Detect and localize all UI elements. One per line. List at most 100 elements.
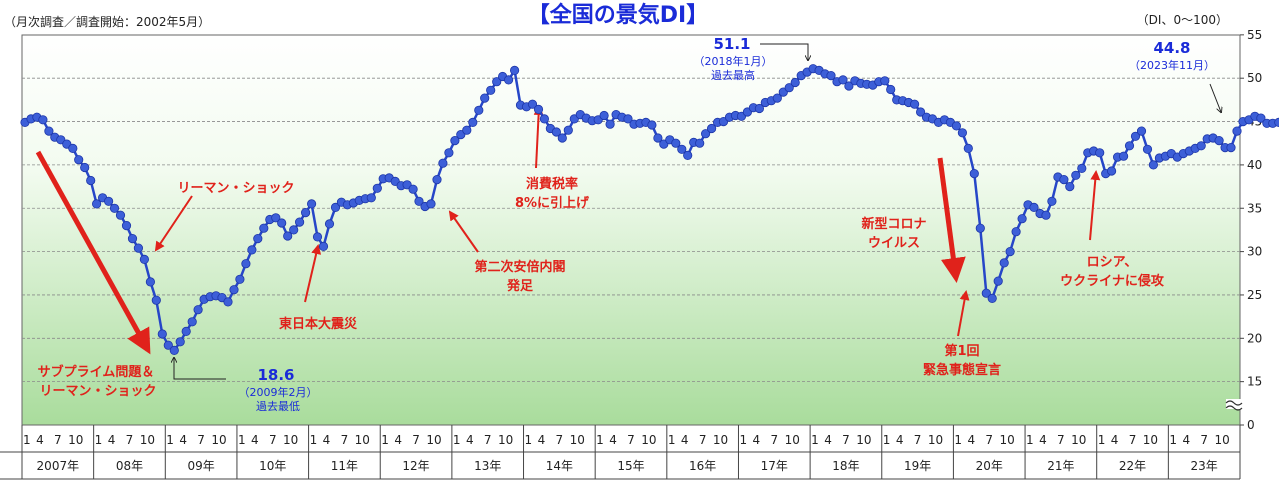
data-point: [993, 276, 1003, 286]
data-point: [1095, 148, 1105, 158]
data-point: [74, 155, 84, 165]
data-point: [981, 288, 991, 298]
month-tick-label: 4: [968, 433, 976, 447]
month-tick-label: 10: [856, 433, 871, 447]
data-point: [223, 297, 233, 307]
latest-date: （2023年11月）: [1129, 58, 1215, 72]
event-labels: サブプライム問題＆リーマン・ショック リーマン・ショック 東日本大震災 第二次安…: [38, 176, 1165, 399]
data-point: [127, 234, 138, 244]
month-tick-label: 1: [1098, 433, 1106, 447]
y-tick-label-25: 25: [1247, 288, 1262, 302]
month-tick-label: 4: [179, 433, 187, 447]
month-tick-label: 10: [570, 433, 585, 447]
y-tick-label-35: 35: [1247, 201, 1262, 215]
latest-value: 44.8: [1153, 39, 1190, 57]
month-tick-label: 4: [323, 433, 331, 447]
data-point: [450, 136, 460, 146]
month-tick-label: 1: [1026, 433, 1034, 447]
min-sub: 過去最低: [256, 400, 300, 413]
month-tick-label: 1: [883, 433, 891, 447]
data-point: [623, 114, 633, 124]
month-tick-label: 7: [1129, 433, 1137, 447]
min-value: 18.6: [257, 366, 294, 384]
data-point: [509, 65, 520, 76]
ukraine-arrow: [1089, 170, 1101, 241]
month-tick-label: 10: [1071, 433, 1086, 447]
y-tick-label-0: 0: [1247, 418, 1255, 432]
data-point: [1148, 160, 1159, 170]
data-point: [790, 77, 800, 88]
year-label: 22年: [1119, 459, 1146, 473]
data-point: [444, 148, 454, 158]
data-point: [169, 345, 179, 355]
data-point: [647, 120, 657, 130]
data-point: [468, 117, 478, 128]
month-tick-label: 10: [211, 433, 226, 447]
data-point: [1107, 166, 1117, 176]
month-tick-label: 7: [54, 433, 62, 447]
month-tick-label: 7: [197, 433, 205, 447]
month-tick-label: 7: [1057, 433, 1065, 447]
data-point: [247, 245, 257, 255]
data-point: [557, 133, 567, 143]
year-label: 12年: [402, 459, 429, 473]
month-tick-label: 10: [785, 433, 800, 447]
y-tick-label-50: 50: [1247, 71, 1262, 85]
data-point: [253, 234, 263, 244]
data-point: [44, 126, 54, 136]
month-tick-label: 7: [985, 433, 993, 447]
year-label: 10年: [259, 459, 286, 473]
survey-note: （月次調査／調査開始：2002年5月）: [4, 15, 210, 29]
data-point: [432, 175, 442, 185]
event-subprime: サブプライム問題＆リーマン・ショック: [38, 364, 157, 399]
month-tick-label: 4: [609, 433, 617, 447]
data-point: [527, 99, 538, 109]
data-point: [957, 128, 968, 138]
data-point: [539, 114, 550, 124]
data-point: [109, 203, 120, 213]
event-emergency: 第1回緊急事態宣言: [923, 343, 1001, 378]
data-point: [324, 219, 335, 229]
data-point: [474, 105, 484, 115]
data-point: [1214, 136, 1224, 146]
data-point: [306, 199, 317, 209]
month-tick-label: 1: [453, 433, 461, 447]
month-tick-label: 7: [412, 433, 420, 447]
data-point: [104, 196, 114, 206]
event-lehman: リーマン・ショック: [177, 181, 294, 196]
data-point: [969, 169, 979, 179]
event-arrows: [35, 105, 1101, 355]
max-date: （2018年1月）: [694, 54, 773, 68]
covid-trend-arrow: [937, 157, 966, 283]
data-point: [133, 243, 143, 253]
y-tick-label-30: 30: [1247, 245, 1262, 259]
latest-callout: 44.8 （2023年11月）: [1129, 39, 1221, 112]
year-label: 09年: [187, 459, 214, 473]
min-callout: 18.6 （2009年2月） 過去最低: [174, 358, 318, 413]
data-point: [259, 223, 269, 233]
data-point: [1065, 182, 1075, 192]
data-point: [38, 115, 48, 125]
month-tick-label: 10: [1143, 433, 1158, 447]
data-point: [599, 110, 609, 121]
year-label: 23年: [1191, 459, 1218, 473]
data-point: [1226, 143, 1236, 153]
month-tick-label: 10: [1000, 433, 1015, 447]
data-point: [139, 254, 149, 264]
month-tick-label: 10: [426, 433, 441, 447]
data-point: [492, 77, 502, 87]
data-point: [963, 143, 973, 153]
data-point: [271, 213, 281, 223]
data-point: [1196, 141, 1206, 151]
data-point: [414, 196, 424, 206]
y-tick-label-15: 15: [1247, 375, 1262, 389]
data-point: [551, 127, 562, 137]
data-point: [909, 99, 920, 109]
year-label: 17年: [761, 459, 788, 473]
month-tick-label: 1: [310, 433, 318, 447]
month-tick-label: 4: [1111, 433, 1119, 447]
data-point: [533, 104, 544, 115]
month-tick-label: 1: [238, 433, 246, 447]
data-point: [1142, 144, 1153, 154]
